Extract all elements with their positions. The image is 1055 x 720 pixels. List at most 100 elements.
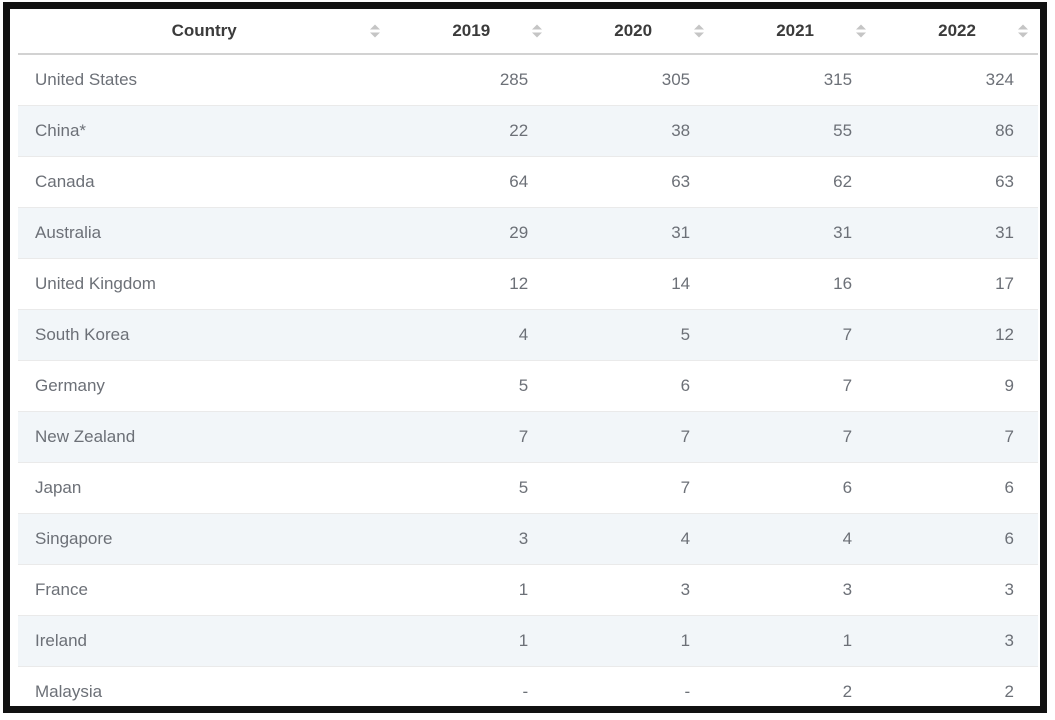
value-cell: 12 <box>390 258 553 310</box>
table-row: Australia 29 31 31 31 <box>18 207 1038 259</box>
value-cell: 16 <box>714 258 877 310</box>
value-cell: 5 <box>390 360 553 412</box>
table-row: France 1 3 3 3 <box>18 564 1038 616</box>
value-cell: 4 <box>714 513 877 565</box>
value-cell: 305 <box>661 70 691 89</box>
value-cell: 7 <box>390 411 553 463</box>
value-cell: 86 <box>876 105 1038 157</box>
column-header-2019[interactable]: 2019 <box>390 9 553 55</box>
value-cell: - <box>390 666 553 717</box>
country-cell: Singapore <box>18 513 391 565</box>
sort-desc-arrow-icon <box>856 32 867 38</box>
country-cell: China* <box>18 105 391 157</box>
value-cell: 17 <box>876 258 1038 310</box>
country-cell: Canada <box>18 156 391 208</box>
sort-toggle-icon <box>856 24 867 38</box>
sort-asc-arrow-icon <box>1018 24 1028 30</box>
value-cell: 63 <box>552 156 715 208</box>
value-cell: 22 <box>390 105 553 157</box>
column-header-label: 2022 <box>938 21 976 40</box>
sort-toggle-icon <box>532 24 543 38</box>
value-cell: 62 <box>714 156 877 208</box>
column-header-label: 2019 <box>452 21 491 40</box>
sort-asc-arrow-icon <box>856 24 867 30</box>
country-cell: Australia <box>18 207 391 259</box>
country-cell: Germany <box>18 360 391 412</box>
sort-toggle-icon <box>1018 24 1028 38</box>
column-header-label: 2021 <box>776 21 815 40</box>
country-cell: United States <box>35 70 138 89</box>
country-cell: South Korea <box>18 309 391 361</box>
value-cell: 31 <box>876 207 1038 259</box>
value-cell: 7 <box>714 309 877 361</box>
value-cell: 38 <box>552 105 715 157</box>
value-cell: 4 <box>390 309 553 361</box>
table-row: Ireland 1 1 1 3 <box>18 615 1038 667</box>
table-row: China* 22 38 55 86 <box>18 105 1038 157</box>
value-cell: 3 <box>552 564 715 616</box>
sort-asc-arrow-icon <box>370 24 381 30</box>
table-row: Canada 64 63 62 63 <box>18 156 1038 208</box>
sort-desc-arrow-icon <box>370 32 381 38</box>
country-cell: Japan <box>18 462 391 514</box>
country-cell: United Kingdom <box>18 258 391 310</box>
value-cell: 31 <box>552 207 715 259</box>
table-row: United States 285 305 315 324 <box>18 54 1038 106</box>
table-header: Country 2019 2020 2021 2022 <box>18 9 1038 55</box>
value-cell: 6 <box>714 462 877 514</box>
value-cell: 14 <box>552 258 715 310</box>
value-cell: 5 <box>390 462 553 514</box>
value-cell: 29 <box>390 207 553 259</box>
table-frame: Country 2019 2020 2021 2022 United States 285… <box>3 2 1047 717</box>
value-cell: 1 <box>714 615 877 667</box>
table-row: New Zealand 7 7 7 7 <box>18 411 1038 463</box>
country-cell: Ireland <box>18 615 391 667</box>
column-header-2022[interactable]: 2022 <box>876 9 1038 55</box>
sort-desc-arrow-icon <box>532 32 543 38</box>
country-cell: Malaysia <box>18 666 391 717</box>
column-header-country[interactable]: Country <box>18 9 391 55</box>
sort-toggle-icon <box>370 24 381 38</box>
table-row: Japan 5 7 6 6 <box>18 462 1038 514</box>
value-cell: 324 <box>985 70 1014 89</box>
country-cell: New Zealand <box>18 411 391 463</box>
header-row: Country 2019 2020 2021 2022 <box>18 9 1038 55</box>
sort-asc-arrow-icon <box>694 24 705 30</box>
value-cell: 7 <box>714 411 877 463</box>
value-cell: 2 <box>714 666 877 717</box>
value-cell: 3 <box>876 615 1038 667</box>
column-header-label: Country <box>171 21 237 40</box>
value-cell: 1 <box>390 564 553 616</box>
sort-asc-arrow-icon <box>532 24 543 30</box>
value-cell: 3 <box>714 564 877 616</box>
table-row: Singapore 3 4 4 6 <box>18 513 1038 565</box>
value-cell: 3 <box>390 513 553 565</box>
table-row: Germany 5 6 7 9 <box>18 360 1038 412</box>
value-cell: 6 <box>876 462 1038 514</box>
value-cell: 7 <box>552 411 715 463</box>
sort-toggle-icon <box>694 24 705 38</box>
value-cell: 9 <box>876 360 1038 412</box>
column-header-2020[interactable]: 2020 <box>552 9 715 55</box>
value-cell: 12 <box>876 309 1038 361</box>
value-cell: 3 <box>876 564 1038 616</box>
value-cell: 55 <box>714 105 877 157</box>
value-cell: 31 <box>714 207 877 259</box>
value-cell: 6 <box>876 513 1038 565</box>
value-cell: 6 <box>552 360 715 412</box>
value-cell: 1 <box>552 615 715 667</box>
column-header-2021[interactable]: 2021 <box>714 9 877 55</box>
country-data-table: Country 2019 2020 2021 2022 United States 285… <box>18 9 1038 717</box>
value-cell: 1 <box>390 615 553 667</box>
sort-desc-arrow-icon <box>1018 32 1028 38</box>
table-row: Malaysia - -2 2 <box>18 666 1038 717</box>
table-row: United Kingdom 12 14 16 17 <box>18 258 1038 310</box>
value-cell: 2 <box>876 666 1038 717</box>
table-row: South Korea 4 5 7 12 <box>18 309 1038 361</box>
value-cell: 5 <box>552 309 715 361</box>
value-cell: 7 <box>714 360 877 412</box>
column-header-label: 2020 <box>614 21 653 40</box>
value-cell: 315 <box>823 70 853 89</box>
value-cell: 4 <box>552 513 715 565</box>
table-body: United States 285 305 315 324 China* 22 38 55 86 C… <box>18 54 1038 717</box>
